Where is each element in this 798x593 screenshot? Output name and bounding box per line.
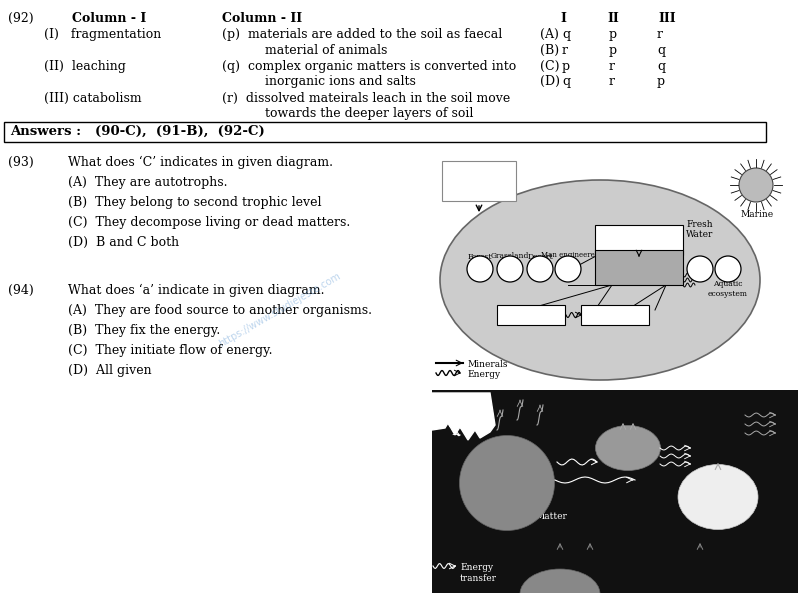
Text: Answers :   (90-C),  (91-B),  (92-C): Answers : (90-C), (91-B), (92-C): [10, 125, 265, 138]
Text: (D)  All given: (D) All given: [68, 364, 152, 377]
Text: r: r: [657, 28, 663, 41]
Text: Sun: Sun: [438, 398, 457, 407]
Text: r: r: [609, 75, 615, 88]
Text: inorganic ions and salts: inorganic ions and salts: [265, 75, 416, 88]
Text: q: q: [657, 60, 665, 73]
Text: 5: 5: [697, 265, 703, 274]
Text: Man engineered: Man engineered: [541, 251, 599, 259]
Text: https://www.studiejeste.com: https://www.studiejeste.com: [217, 271, 342, 349]
Text: p: p: [609, 28, 617, 41]
Circle shape: [555, 256, 581, 282]
Text: 6: 6: [725, 265, 732, 274]
Text: (94): (94): [8, 284, 34, 297]
Bar: [595, 225, 683, 255]
Text: (B)  They belong to second trophic level: (B) They belong to second trophic level: [68, 196, 322, 209]
Text: 3: 3: [536, 265, 543, 274]
Text: Column - I: Column - I: [72, 12, 146, 25]
Text: (C)  They initiate flow of energy.: (C) They initiate flow of energy.: [68, 344, 272, 357]
Text: (B)  They fix the energy.: (B) They fix the energy.: [68, 324, 220, 337]
Text: p: p: [657, 75, 665, 88]
Bar: [4, 122, 766, 142]
Text: q: q: [562, 75, 570, 88]
Circle shape: [687, 256, 713, 282]
Text: III: III: [658, 12, 676, 25]
Text: (B): (B): [540, 44, 559, 57]
Text: (III) catabolism: (III) catabolism: [44, 92, 141, 105]
Text: material of animals: material of animals: [265, 44, 387, 57]
Polygon shape: [432, 393, 495, 440]
Text: 'D': 'D': [608, 314, 622, 323]
Text: II: II: [607, 12, 618, 25]
Text: Sun: Sun: [748, 190, 764, 198]
Text: I: I: [560, 12, 566, 25]
Circle shape: [467, 256, 493, 282]
Text: p: p: [562, 60, 570, 73]
Text: 1: 1: [476, 265, 484, 274]
Text: Energy: Energy: [467, 370, 500, 379]
Text: (A)  They are food source to another organisms.: (A) They are food source to another orga…: [68, 304, 372, 317]
Text: (I)   fragmentation: (I) fragmentation: [44, 28, 161, 41]
Text: Aquatic: Aquatic: [713, 280, 743, 288]
Text: a: a: [503, 480, 512, 494]
Text: Grassland: Grassland: [491, 252, 529, 260]
Text: (D): (D): [540, 75, 560, 88]
Ellipse shape: [595, 426, 661, 470]
Text: Eco system: Eco system: [453, 178, 505, 187]
Text: Minerals: Minerals: [467, 360, 508, 369]
Text: 2: 2: [507, 265, 513, 274]
Text: Fresh: Fresh: [687, 220, 713, 229]
Text: Desert: Desert: [527, 253, 553, 261]
Circle shape: [715, 256, 741, 282]
Bar: [497, 305, 565, 325]
Bar: [581, 305, 649, 325]
Text: (C)  They decompose living or dead matters.: (C) They decompose living or dead matter…: [68, 216, 350, 229]
Ellipse shape: [520, 569, 600, 593]
Text: (q)  complex organic matters is converted into: (q) complex organic matters is converted…: [222, 60, 516, 73]
Text: What does ‘C’ indicates in given diagram.: What does ‘C’ indicates in given diagram…: [68, 156, 333, 169]
Text: q: q: [657, 44, 665, 57]
Text: r: r: [609, 60, 615, 73]
Ellipse shape: [460, 435, 555, 531]
Text: (A): (A): [540, 28, 559, 41]
Text: (93): (93): [8, 156, 34, 169]
Text: (D)  B and C both: (D) B and C both: [68, 236, 179, 249]
Ellipse shape: [440, 180, 760, 380]
Text: q: q: [562, 28, 570, 41]
Text: Water: Water: [686, 230, 713, 239]
Text: (92): (92): [8, 12, 34, 25]
FancyBboxPatch shape: [442, 161, 516, 201]
Text: 4: 4: [565, 265, 571, 274]
Circle shape: [739, 168, 773, 202]
Text: Energy: Energy: [460, 563, 493, 572]
Ellipse shape: [678, 464, 758, 530]
Text: ecosystem: ecosystem: [708, 290, 748, 298]
Text: p: p: [609, 44, 617, 57]
Circle shape: [527, 256, 553, 282]
Text: transfer: transfer: [460, 574, 497, 583]
Text: Forest: Forest: [468, 253, 492, 261]
Text: (p)  materials are added to the soil as faecal: (p) materials are added to the soil as f…: [222, 28, 502, 41]
Text: b: b: [624, 445, 632, 458]
Text: (r)  dissolved mateirals leach in the soil move: (r) dissolved mateirals leach in the soi…: [222, 92, 510, 105]
Text: Marine: Marine: [741, 210, 773, 219]
Bar: [432, 390, 798, 593]
Text: c: c: [714, 494, 721, 507]
Circle shape: [497, 256, 523, 282]
Text: Earth  Giant: Earth Giant: [451, 167, 508, 176]
Bar: [595, 250, 683, 285]
Text: (C): (C): [540, 60, 559, 73]
Text: What does ‘a’ indicate in given diagram.: What does ‘a’ indicate in given diagram.: [68, 284, 325, 297]
Text: (II)  leaching: (II) leaching: [44, 60, 126, 73]
Text: Matter: Matter: [536, 512, 568, 521]
Text: r: r: [562, 44, 568, 57]
Text: towards the deeper layers of soil: towards the deeper layers of soil: [265, 107, 473, 120]
Text: (A)  They are autotrophs.: (A) They are autotrophs.: [68, 176, 227, 189]
Text: Column - II: Column - II: [222, 12, 302, 25]
Text: 'C': 'C': [524, 314, 537, 323]
